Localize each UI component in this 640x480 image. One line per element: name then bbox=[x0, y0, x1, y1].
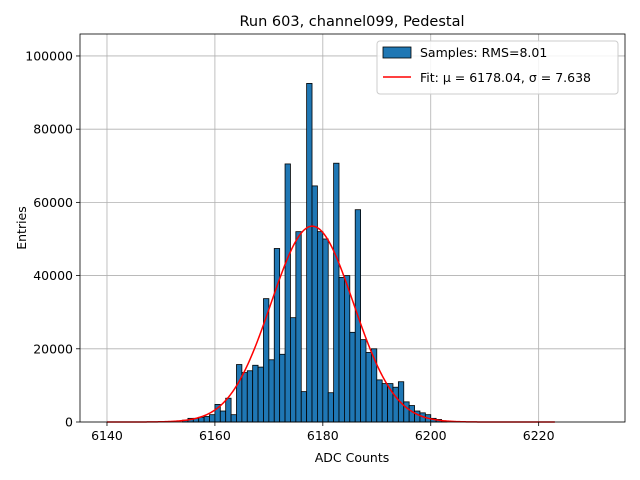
histogram-bar bbox=[381, 383, 388, 423]
x-tick-label: 6200 bbox=[415, 428, 447, 443]
x-tick-label: 6220 bbox=[523, 428, 555, 443]
histogram-bar bbox=[252, 364, 259, 423]
x-tick-label: 6140 bbox=[91, 428, 123, 443]
histogram-bar bbox=[284, 163, 291, 423]
legend: Samples: RMS=8.01 Fit: μ = 6178.04, σ = … bbox=[376, 40, 619, 95]
histogram-bar bbox=[344, 275, 351, 423]
x-tick-label: 6160 bbox=[199, 428, 231, 443]
histogram-bar bbox=[311, 185, 318, 423]
y-tick-label: 20000 bbox=[33, 341, 73, 356]
histogram-bar bbox=[273, 248, 281, 423]
histogram-bars bbox=[182, 83, 448, 423]
histogram-bar bbox=[322, 238, 329, 423]
y-tick-label: 60000 bbox=[33, 195, 73, 210]
legend-box bbox=[376, 40, 619, 95]
y-axis-label: Entries bbox=[14, 206, 29, 250]
y-tick-label: 0 bbox=[65, 415, 73, 430]
legend-label-samples: Samples: RMS=8.01 bbox=[420, 45, 547, 60]
histogram-bar bbox=[203, 416, 210, 423]
legend-bars-swatch bbox=[382, 46, 412, 59]
histogram-bar bbox=[209, 414, 216, 423]
histogram-bar bbox=[279, 353, 286, 423]
histogram-bar bbox=[317, 231, 324, 423]
legend-label-fit: Fit: μ = 6178.04, σ = 7.638 bbox=[420, 70, 591, 85]
histogram-bar bbox=[360, 339, 367, 423]
histogram-bar bbox=[236, 364, 243, 423]
histogram-bar bbox=[365, 352, 372, 423]
x-axis-ticks: 6140 6160 6180 6200 6220 bbox=[91, 422, 555, 443]
x-tick-label: 6180 bbox=[307, 428, 339, 443]
histogram-bar bbox=[333, 162, 340, 423]
histogram-bar bbox=[376, 379, 383, 423]
histogram-bar bbox=[225, 397, 232, 423]
histogram-bar bbox=[338, 277, 345, 423]
histogram-bar bbox=[246, 370, 254, 423]
chart-title: Run 603, channel099, Pedestal bbox=[239, 14, 464, 30]
y-tick-label: 100000 bbox=[25, 48, 73, 63]
histogram-bar bbox=[219, 410, 227, 423]
x-axis-label: ADC Counts bbox=[315, 450, 390, 465]
histogram-bar bbox=[268, 359, 275, 423]
plot-frame bbox=[79, 33, 626, 423]
histogram-bar bbox=[392, 386, 399, 423]
histogram-bar bbox=[295, 231, 302, 423]
histogram-bar bbox=[403, 401, 410, 423]
histogram-bar bbox=[327, 392, 335, 423]
histogram-bar bbox=[230, 414, 237, 423]
histogram-bar bbox=[300, 391, 308, 423]
histogram-bar bbox=[408, 405, 415, 423]
histogram-bar bbox=[306, 83, 313, 423]
histogram-bar bbox=[241, 372, 248, 423]
y-tick-label: 80000 bbox=[33, 122, 73, 137]
histogram-bar bbox=[290, 317, 297, 423]
y-tick-label: 40000 bbox=[33, 268, 73, 283]
y-axis-ticks: 0 20000 40000 60000 80000 100000 bbox=[25, 48, 80, 430]
histogram-bar bbox=[349, 331, 356, 423]
histogram-bar bbox=[257, 366, 264, 423]
